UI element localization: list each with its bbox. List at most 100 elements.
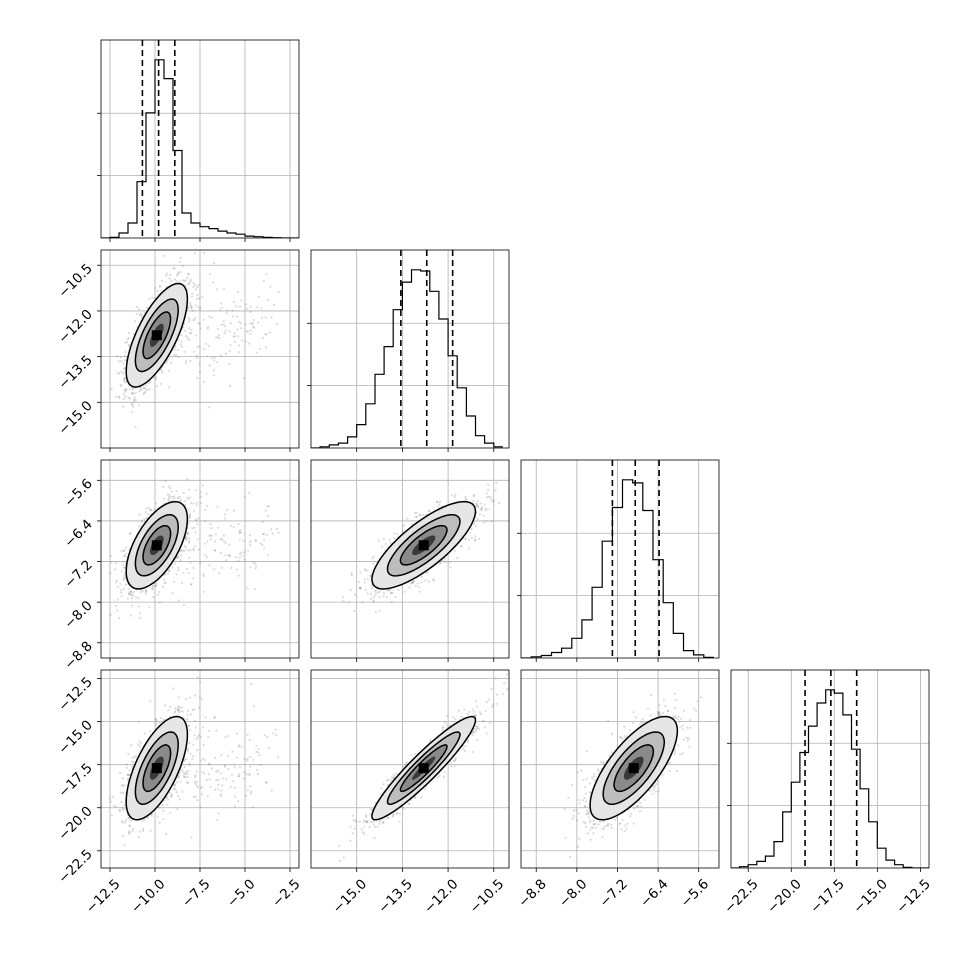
sample-point (350, 574, 353, 577)
sample-point (187, 549, 190, 552)
sample-point (410, 582, 413, 585)
sample-point (239, 322, 242, 325)
sample-point (438, 503, 441, 506)
sample-point (183, 280, 186, 283)
sample-point (363, 578, 366, 581)
sample-point (133, 320, 137, 323)
sample-point (127, 343, 130, 346)
sample-point (261, 533, 264, 536)
sample-point (256, 306, 259, 309)
sample-point (123, 554, 126, 557)
sample-point (198, 297, 201, 300)
sample-point (180, 549, 183, 552)
sample-point (151, 585, 154, 588)
sample-point (223, 325, 226, 328)
sample-point (225, 312, 228, 315)
sample-point (197, 548, 200, 551)
sample-point (184, 503, 187, 506)
sample-point (173, 497, 176, 500)
sample-point (190, 328, 193, 331)
sample-point (257, 321, 260, 324)
sample-point (176, 556, 179, 559)
sample-point (219, 772, 222, 775)
sample-point (219, 354, 222, 357)
sample-point (123, 376, 127, 379)
sample-point (227, 768, 230, 771)
sample-point (122, 405, 125, 408)
sample-point (444, 561, 447, 564)
sample-point (163, 497, 166, 500)
sample-point (419, 514, 422, 517)
panel-frame (100, 39, 300, 239)
sample-point (236, 290, 240, 293)
sample-point (130, 593, 133, 596)
y-tick-label: −6.4 (61, 516, 95, 550)
sample-point (372, 555, 375, 558)
sample-point (199, 306, 202, 309)
sample-point (158, 590, 161, 594)
sample-point (490, 498, 493, 501)
sample-point (158, 601, 161, 604)
sample-point (180, 340, 183, 343)
sample-point (265, 273, 268, 276)
sample-point (177, 710, 180, 714)
sample-point (122, 563, 125, 567)
sample-point (185, 567, 188, 571)
sample-point (474, 535, 477, 538)
sample-point (142, 393, 145, 396)
sample-point (120, 383, 123, 386)
sample-point (224, 329, 227, 332)
sample-point (224, 517, 227, 520)
sample-point (196, 676, 199, 679)
sample-point (123, 367, 126, 370)
sample-point (193, 509, 196, 512)
sample-point (186, 718, 189, 721)
sample-point (192, 795, 195, 799)
sample-point (222, 534, 225, 537)
sample-point (113, 804, 116, 807)
sample-point (187, 272, 190, 275)
sample-point (488, 495, 492, 498)
sample-point (189, 496, 192, 499)
sample-point (237, 522, 240, 526)
sample-point (189, 278, 192, 281)
sample-point (179, 499, 182, 502)
sample-point (214, 533, 218, 536)
sample-point (388, 538, 391, 541)
sample-point (208, 315, 211, 318)
sample-point (226, 509, 229, 512)
sample-point (122, 566, 126, 570)
sample-point (222, 323, 225, 326)
sample-point (192, 547, 195, 550)
sample-point (139, 616, 142, 619)
sample-point (474, 538, 477, 541)
sample-point (476, 505, 480, 508)
sample-point (262, 532, 266, 536)
sample-point (173, 562, 176, 566)
sample-point (249, 539, 252, 542)
sample-point (121, 777, 125, 780)
sample-point (264, 346, 267, 349)
sample-point (197, 321, 200, 325)
sample-point (342, 600, 345, 603)
sample-point (125, 552, 128, 555)
sample-point (248, 738, 251, 742)
sample-point (195, 518, 198, 521)
sample-point (229, 384, 232, 388)
sample-point (265, 533, 268, 537)
sample-point (132, 594, 135, 597)
sample-point (198, 345, 201, 348)
sample-point (401, 530, 404, 533)
sample-point (188, 696, 191, 699)
sample-point (181, 264, 184, 267)
sample-point (277, 531, 280, 534)
sample-point (195, 737, 198, 741)
sample-point (127, 753, 130, 756)
sample-point (141, 314, 144, 317)
histogram-panel-1 (307, 249, 510, 452)
sample-point (470, 527, 473, 530)
sample-point (187, 316, 190, 320)
sample-point (475, 503, 478, 506)
sample-point (480, 509, 483, 512)
sample-point (162, 485, 165, 488)
